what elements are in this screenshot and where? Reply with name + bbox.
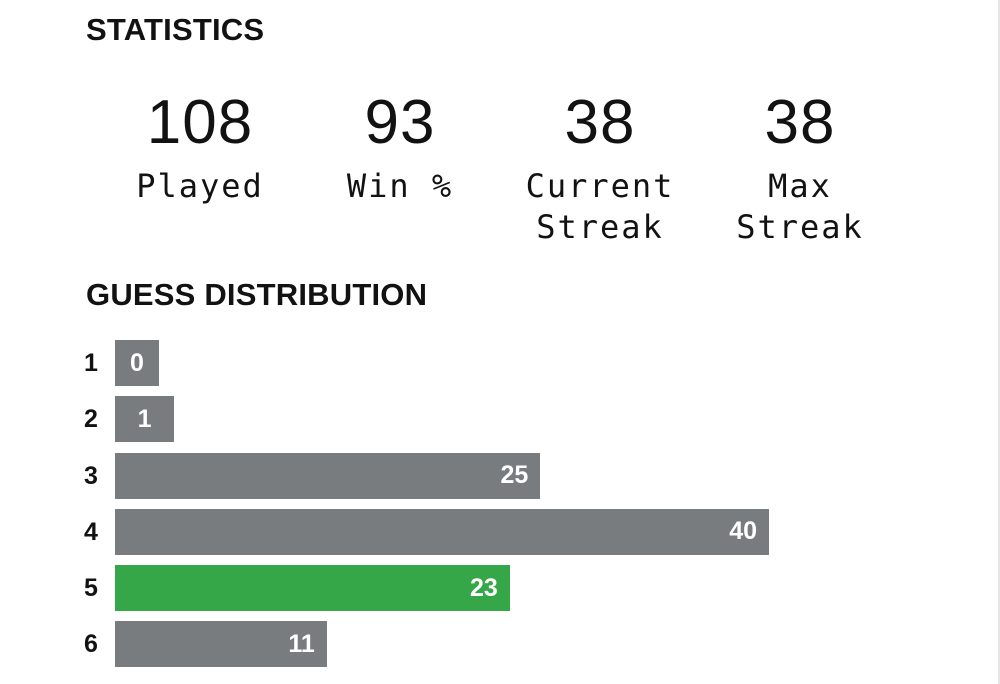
- distribution-count-2: 1: [137, 404, 152, 433]
- stat-max-streak: 38 Max Streak: [700, 90, 900, 260]
- distribution-row-3: 3 25: [84, 452, 984, 499]
- distribution-bar-5: 23: [115, 565, 510, 612]
- stat-current-streak-label: Current Streak: [525, 167, 675, 246]
- distribution-count-3: 25: [500, 461, 529, 490]
- distribution-row-5: 5 23: [84, 565, 984, 612]
- modal-edge: [998, 0, 1000, 684]
- distribution-bar-4: 40: [115, 508, 769, 555]
- distribution-row-1: 1 0: [84, 340, 984, 386]
- distribution-row-6: 6 11: [84, 621, 984, 668]
- guess-number-5: 5: [84, 574, 98, 603]
- guess-number-3: 3: [84, 461, 98, 490]
- distribution-bar-1: 0: [115, 340, 159, 386]
- stat-max-streak-value: 38: [764, 88, 836, 157]
- stat-win-percent-label: Win %: [346, 167, 454, 205]
- stat-current-streak-value: 38: [564, 88, 636, 157]
- distribution-count-6: 11: [288, 629, 315, 658]
- distribution-bar-3: 25: [115, 452, 541, 499]
- guess-number-4: 4: [84, 517, 98, 546]
- stat-win-percent-value: 93: [364, 88, 436, 157]
- guess-distribution-heading: GUESS DISTRIBUTION: [86, 277, 428, 312]
- stat-played-label: Played: [136, 167, 264, 205]
- statistics-heading: STATISTICS: [86, 12, 265, 47]
- guess-distribution-chart: 1 0 2 1 3 25 4 40 5 23 6 11: [84, 340, 984, 678]
- distribution-bar-6: 11: [115, 621, 327, 668]
- guess-number-2: 2: [84, 405, 98, 434]
- distribution-count-5: 23: [469, 573, 498, 602]
- guess-number-6: 6: [84, 630, 98, 659]
- stat-played: 108 Played: [100, 90, 300, 260]
- stat-current-streak: 38 Current Streak: [500, 90, 700, 260]
- stat-played-value: 108: [146, 88, 254, 157]
- distribution-count-4: 40: [729, 517, 757, 546]
- distribution-bar-2: 1: [115, 396, 175, 443]
- distribution-row-2: 2 1: [84, 396, 984, 443]
- guess-number-1: 1: [84, 349, 98, 377]
- statistics-row: 108 Played 93 Win % 38 Current Streak 38…: [100, 90, 900, 260]
- distribution-count-1: 0: [130, 348, 144, 377]
- stat-max-streak-label: Max Streak: [736, 167, 864, 246]
- distribution-row-4: 4 40: [84, 508, 984, 555]
- stat-win-percent: 93 Win %: [300, 90, 500, 260]
